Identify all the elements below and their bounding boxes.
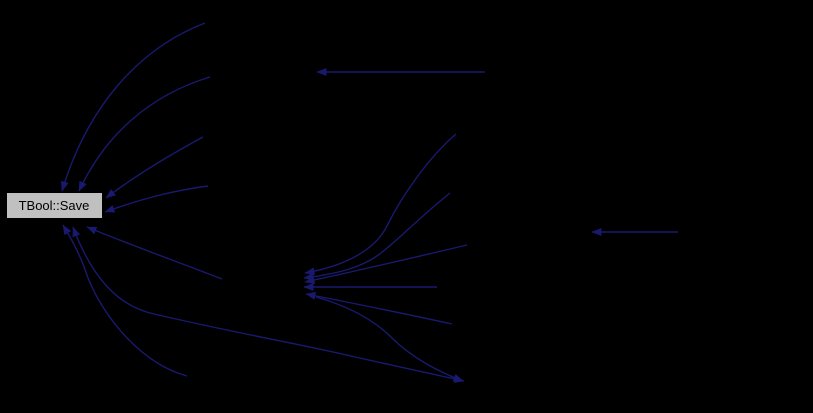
graph-edge-into-save-right-2: [104, 185, 209, 213]
graph-edge-into-save-top-arc-2: [78, 76, 211, 192]
node-tbool-save-box[interactable]: [6, 192, 103, 219]
graph-edge-into-save-right-1: [105, 136, 204, 199]
graph-edge-mid-node-to-bottom-right: [315, 296, 464, 382]
edges-layer: [60, 22, 678, 383]
graph-edge-into-mid-node-s-curve-2: [303, 192, 451, 281]
node-tbool-save[interactable]: TBool::Save: [6, 192, 103, 219]
graph-edge-double-arrow-long-curve: [72, 226, 465, 383]
graph-edge-into-mid-node-line-1: [304, 244, 468, 284]
graph-edge-into-save-top-arc-1: [60, 22, 206, 192]
graph-edge-into-mid-node-line-2: [305, 291, 453, 325]
node-tbool-save-label: TBool::Save: [19, 198, 90, 213]
graph-edge-into-mid-node-s-curve-1: [304, 133, 457, 276]
